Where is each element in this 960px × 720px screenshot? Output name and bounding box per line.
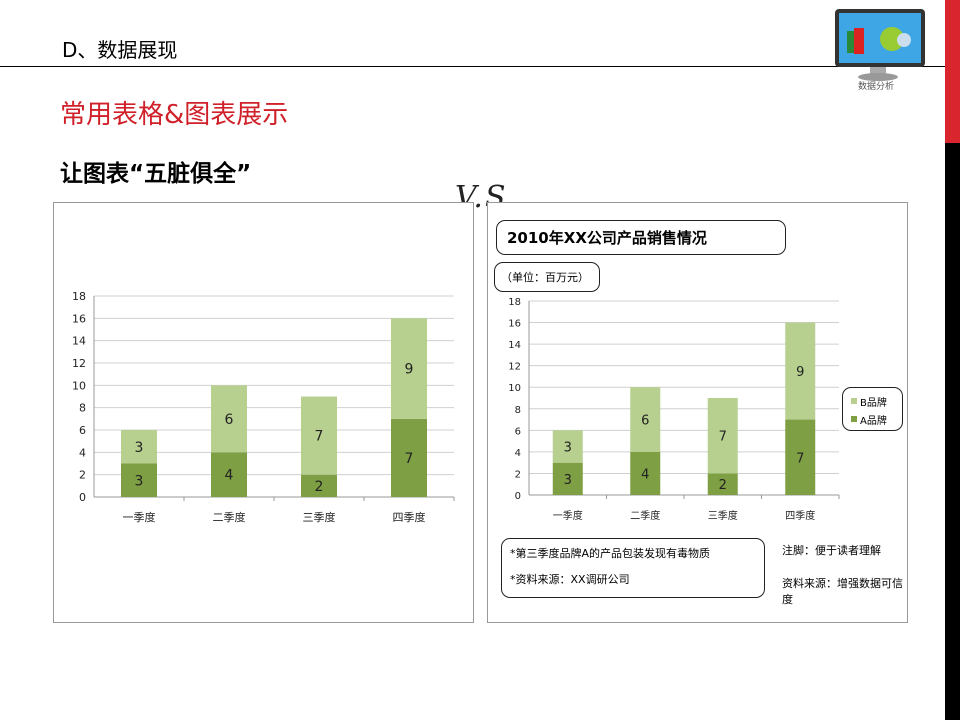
data-label: 3 [135,473,144,489]
y-tick-label: 8 [515,405,521,416]
subtitle: 常用表格&图表展示 [60,100,289,130]
data-label: 6 [641,414,649,429]
x-tick-label: 二季度 [630,509,660,522]
y-tick-label: 0 [515,491,521,502]
y-tick-label: 4 [79,446,86,459]
source-note: *资料来源：XX调研公司 [510,573,630,586]
header-divider [0,66,945,67]
legend-item-a: A品牌 [851,410,902,428]
data-label: 2 [315,479,324,495]
bar-segment [391,318,427,419]
legend-swatch-b [851,398,857,404]
y-tick-label: 16 [508,319,521,330]
y-tick-label: 8 [79,402,86,415]
x-tick-label: 四季度 [785,509,815,522]
footnote-box: *第三季度品牌A的产品包装发现有毒物质 *资料来源：XX调研公司 [501,538,765,598]
y-tick-label: 2 [515,469,521,480]
bar-segment [391,418,427,497]
side-accent-black [945,143,960,720]
footnote: *第三季度品牌A的产品包装发现有毒物质 [510,547,711,560]
data-label: 6 [225,412,234,428]
y-tick-label: 16 [72,312,86,325]
data-label: 3 [564,441,572,456]
bar-segment [121,463,157,497]
y-tick-label: 18 [72,290,86,303]
bar-segment [630,451,661,495]
data-label: 7 [796,451,804,466]
y-tick-label: 6 [79,424,86,437]
annotation-footnote: 注脚：便于读者理解 [782,544,881,557]
data-label: 3 [564,473,572,488]
bar-segment [785,419,816,495]
y-tick-label: 2 [79,469,86,482]
y-tick-label: 10 [508,383,521,394]
monitor-chart-logo-icon [835,9,925,81]
legend-item-b: B品牌 [851,392,902,410]
bar-segment [552,430,583,463]
y-tick-label: 12 [508,362,521,373]
legend-label-a: A品牌 [860,415,887,427]
data-label: 7 [315,429,324,445]
annotation-source: 资料来源：增强数据可信度 [782,577,903,606]
legend-label-b: B品牌 [860,397,887,409]
data-label: 2 [719,478,727,493]
data-label: 7 [719,430,727,445]
y-tick-label: 18 [508,297,521,308]
x-tick-label: 四季度 [393,510,426,524]
left-chart: 0 2 4 6 8 10 12 14 16 18 3 3 一季度 4 6 二季度 2 7 三季度 7 9 四季度 [72,290,455,524]
x-tick-label: 一季度 [123,510,156,524]
data-label: 7 [405,451,414,467]
right-chart: 0 2 4 6 8 10 12 14 16 18 3 3 一季度 4 6 二季度 2 7 三季度 7 9 四季度 [508,297,840,522]
chart-title: 2010年XX公司产品销售情况 [496,220,786,255]
bar-segment [707,473,738,495]
section-title: D、数据展现 [62,38,178,62]
bar-segment [552,462,583,495]
y-tick-label: 4 [515,448,521,459]
logo-caption: 数据分析 [858,82,895,92]
bar-segment [785,322,816,420]
data-label: 9 [405,362,414,378]
left-chart-panel: 0 2 4 6 8 10 12 14 16 18 3 3 一季度 4 6 二季度 2 7 三季度 7 9 四季度 [53,202,474,623]
bar-segment [630,387,661,452]
bar-segment [707,398,738,474]
x-tick-label: 一季度 [553,509,583,522]
chart-legend: B品牌 A品牌 [842,387,903,431]
y-tick-label: 14 [72,335,86,348]
bar-segment [301,396,337,475]
bar-segment [121,430,157,464]
data-label: 9 [796,365,804,380]
legend-swatch-a [851,416,857,422]
bar-segment [301,474,337,497]
x-tick-label: 二季度 [213,510,246,524]
unit-label: （单位：百万元） [494,262,600,292]
y-tick-label: 12 [72,357,86,370]
x-tick-label: 三季度 [708,509,738,522]
data-label: 4 [641,467,649,482]
bar-segment [211,452,247,497]
data-label: 4 [225,468,234,484]
y-tick-label: 14 [508,340,521,351]
heading: 让图表“五脏俱全” [60,161,252,187]
y-tick-label: 6 [515,426,521,437]
x-tick-label: 三季度 [303,510,336,524]
bar-segment [211,385,247,453]
side-accent-red [945,0,960,143]
y-tick-label: 10 [72,379,86,392]
y-tick-label: 0 [79,491,86,504]
data-label: 3 [135,440,144,456]
